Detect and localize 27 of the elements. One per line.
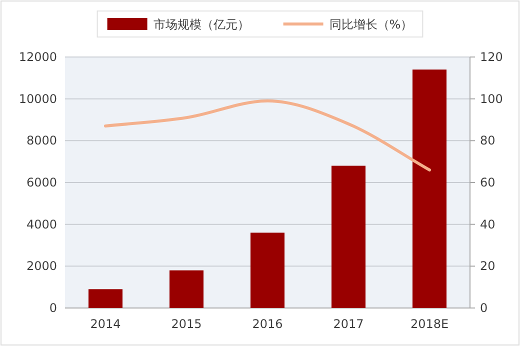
y2-tick-label: 60 — [480, 176, 496, 190]
bar — [412, 70, 447, 308]
line-series — [104, 99, 431, 172]
bar — [88, 289, 123, 308]
legend-label: 市场规模（亿元） — [153, 18, 250, 32]
y2-tick-label: 100 — [480, 92, 503, 106]
y-tick-label: 0 — [49, 301, 57, 315]
x-tick-label: 2018E — [410, 317, 449, 331]
x-tick-label: 2016 — [252, 317, 283, 331]
y-tick-label: 8000 — [26, 134, 57, 148]
x-tick-label: 2017 — [333, 317, 364, 331]
y-tick-label: 4000 — [26, 217, 57, 232]
x-tick-label: 2014 — [90, 317, 121, 331]
bar — [169, 270, 204, 308]
y-tick-label: 2000 — [26, 259, 57, 274]
y2-tick-label: 0 — [480, 301, 488, 315]
y-tick-label: 6000 — [26, 176, 57, 190]
y-tick-label: 10000 — [18, 92, 57, 106]
y2-tick-label: 120 — [480, 50, 503, 64]
bar — [250, 232, 285, 308]
legend-label: 同比增长（%） — [329, 18, 413, 32]
y2-tick-label: 80 — [480, 134, 496, 148]
y2-tick-label: 40 — [480, 217, 496, 232]
y2-tick-label: 20 — [480, 259, 496, 274]
x-tick-label: 2015 — [171, 317, 202, 331]
y-tick-label: 12000 — [18, 50, 57, 64]
bar — [331, 166, 366, 308]
